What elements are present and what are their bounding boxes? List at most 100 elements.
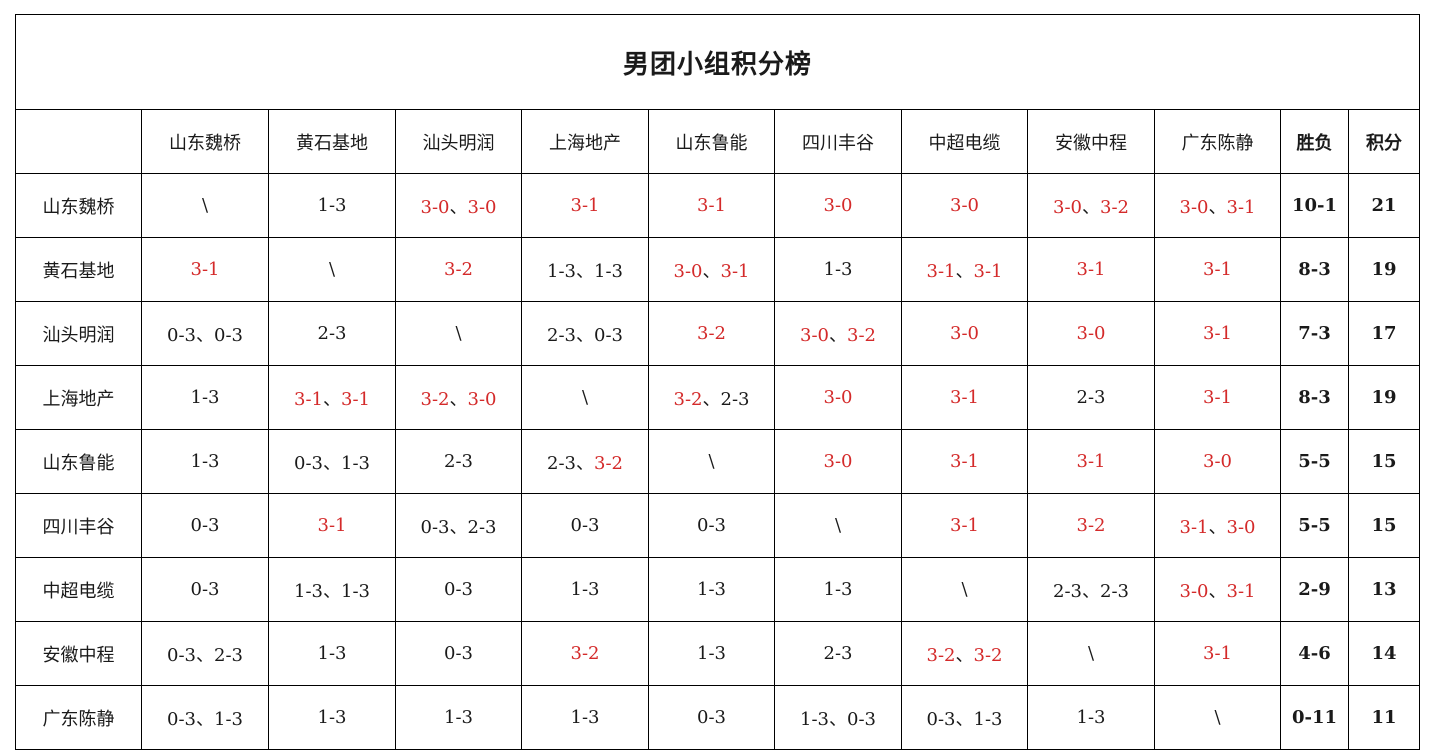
match-score-cell: 3-1 [901,493,1028,558]
table-row: 广东陈静 0-3、1-3 1-3 1-3 1-3 0-3 1-3、0-3 0-3、1-3 1-3… [15,685,1421,750]
match-score: 3-1 [1179,516,1209,538]
match-score: 3-1 [1226,580,1256,602]
row-points: 17 [1347,301,1421,366]
row-team-name: 安徽中程 [15,621,142,686]
match-score: 3-0 [823,451,853,472]
match-score: 1-3 [190,451,220,472]
score-separator: 、 [196,708,214,730]
match-score-cell: 0-3、1-3 [268,429,396,494]
match-score: 2-3 [823,643,853,664]
match-score: 3-0 [800,324,829,346]
row-team-name: 上海地产 [15,365,142,430]
match-score-cell: \ [1154,685,1281,750]
match-score: 3-0 [467,388,497,410]
score-separator: 、 [955,260,974,282]
match-score: 0-3 [444,579,473,600]
match-score: 3-1 [1203,323,1232,344]
match-score-cell: 3-2、3-2 [901,621,1028,686]
match-score-cell: 1-3 [648,621,775,686]
match-score-cell: 1-3 [1027,685,1155,750]
match-score: 3-2 [420,388,450,410]
match-score-cell: 2-3 [268,301,396,366]
match-score: 3-1 [1203,643,1232,664]
match-score-cell: 0-3、1-3 [141,685,269,750]
match-score: 3-0 [467,196,497,218]
match-score-cell: 0-3 [521,493,649,558]
match-score-cell: 1-3 [268,621,396,686]
score-separator: 、 [323,388,341,410]
match-score-cell: 3-2 [521,621,649,686]
score-separator: 、 [449,388,468,410]
row-points: 21 [1347,173,1421,238]
column-header-team: 山东魏桥 [141,109,269,174]
match-score: 3-0 [823,195,853,216]
standings-table: 男团小组积分榜 山东魏桥 黄石基地 汕头明润 上海地产 山东鲁能 四川丰谷 中超电缆 安徽中程… [14,14,1421,750]
match-score-cell: 0-3 [648,493,775,558]
match-score-cell: 1-3 [268,173,396,238]
match-score: 3-1 [950,387,979,408]
match-score-cell: 3-0、3-0 [395,173,522,238]
match-score-cell: 3-1 [1154,301,1281,366]
match-score: \ [834,515,842,536]
match-score: 1-3 [341,452,370,474]
row-points: 19 [1347,365,1421,430]
row-team-name: 黄石基地 [15,237,142,302]
match-score: 0-3 [294,452,323,474]
match-score: 3-1 [190,259,220,280]
match-score-cell: 2-3 [1027,365,1155,430]
match-score-cell: 2-3 [774,621,902,686]
match-score-cell: 1-3 [268,685,396,750]
match-score-cell: 1-3 [774,237,902,302]
match-score-cell: 1-3、1-3 [268,557,396,622]
match-score-cell: 1-3 [521,685,649,750]
match-score-cell: 1-3、1-3 [521,237,649,302]
row-record: 8-3 [1280,237,1349,302]
match-score-cell: 1-3、0-3 [774,685,902,750]
match-score: 2-3 [1076,387,1106,408]
match-score-cell: 3-0 [901,301,1028,366]
match-score: 1-3 [294,580,323,602]
score-separator: 、 [702,388,721,410]
match-score-cell: 3-0 [1154,429,1281,494]
match-score: 1-3 [823,579,853,600]
match-score: 3-0 [950,323,979,344]
match-score: 0-3 [594,324,623,346]
match-score: \ [961,579,968,600]
row-record: 4-6 [1280,621,1349,686]
match-score: 0-3 [926,708,956,730]
match-score-cell: 3-2 [1027,493,1155,558]
match-score: 0-3 [214,324,243,346]
match-score-cell: 2-3、0-3 [521,301,649,366]
match-score: 3-1 [720,260,750,282]
score-separator: 、 [576,324,594,346]
match-score-cell: 3-1 [1154,621,1281,686]
match-score-cell: 3-1 [901,365,1028,430]
score-separator: 、 [955,708,974,730]
score-separator: 、 [449,196,468,218]
match-score-cell: 1-3 [521,557,649,622]
match-score: 3-1 [1203,259,1232,280]
column-header-team: 中超电缆 [901,109,1028,174]
match-score: 2-3 [467,516,497,538]
match-score-cell: 3-0 [774,365,902,430]
match-score-cell: 0-3 [141,557,269,622]
match-score-cell: \ [901,557,1028,622]
match-score-cell: 3-1、3-0 [1154,493,1281,558]
match-score-cell: 3-1 [268,493,396,558]
column-header-team: 安徽中程 [1027,109,1155,174]
match-score: 1-3 [317,195,347,216]
score-separator: 、 [449,516,468,538]
match-score-cell: 3-1 [1027,237,1155,302]
table-row: 上海地产 1-3 3-1、3-1 3-2、3-0 \ 3-2、2-3 3-0 3-1 2-3 3-… [15,365,1421,430]
match-score-cell: 3-0 [774,173,902,238]
match-score-cell: \ [141,173,269,238]
match-score: 3-1 [973,260,1003,282]
match-score-cell: \ [1027,621,1155,686]
match-score: \ [1214,707,1221,728]
match-score-cell: 2-3、3-2 [521,429,649,494]
row-record: 5-5 [1280,493,1349,558]
table-row: 中超电缆 0-3 1-3、1-3 0-3 1-3 1-3 1-3 \ 2-3、2-3 3-0、3-… [15,557,1421,622]
match-score-cell: 2-3 [395,429,522,494]
row-record: 5-5 [1280,429,1349,494]
row-record: 7-3 [1280,301,1349,366]
